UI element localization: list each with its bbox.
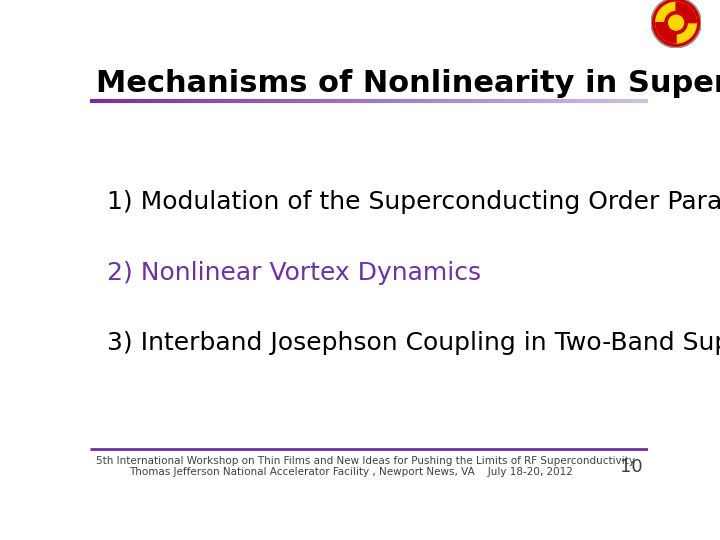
- Circle shape: [665, 11, 688, 34]
- Circle shape: [656, 2, 696, 43]
- Wedge shape: [676, 2, 696, 23]
- Circle shape: [652, 0, 701, 48]
- Text: 3) Interband Josephson Coupling in Two-Band Superconductors: 3) Interband Josephson Coupling in Two-B…: [107, 332, 720, 355]
- Text: Thomas Jefferson National Accelerator Facility , Newport News, VA    July 18-20,: Thomas Jefferson National Accelerator Fa…: [129, 467, 573, 477]
- Text: 1) Modulation of the Superconducting Order Parameter: 1) Modulation of the Superconducting Ord…: [107, 190, 720, 214]
- Text: 2) Nonlinear Vortex Dynamics: 2) Nonlinear Vortex Dynamics: [107, 261, 481, 285]
- Circle shape: [669, 15, 683, 30]
- Text: 10: 10: [620, 458, 642, 476]
- Text: Mechanisms of Nonlinearity in Superconductors: Mechanisms of Nonlinearity in Supercondu…: [96, 69, 720, 98]
- Wedge shape: [656, 23, 676, 43]
- Text: 5th International Workshop on Thin Films and New Ideas for Pushing the Limits of: 5th International Workshop on Thin Films…: [96, 456, 634, 466]
